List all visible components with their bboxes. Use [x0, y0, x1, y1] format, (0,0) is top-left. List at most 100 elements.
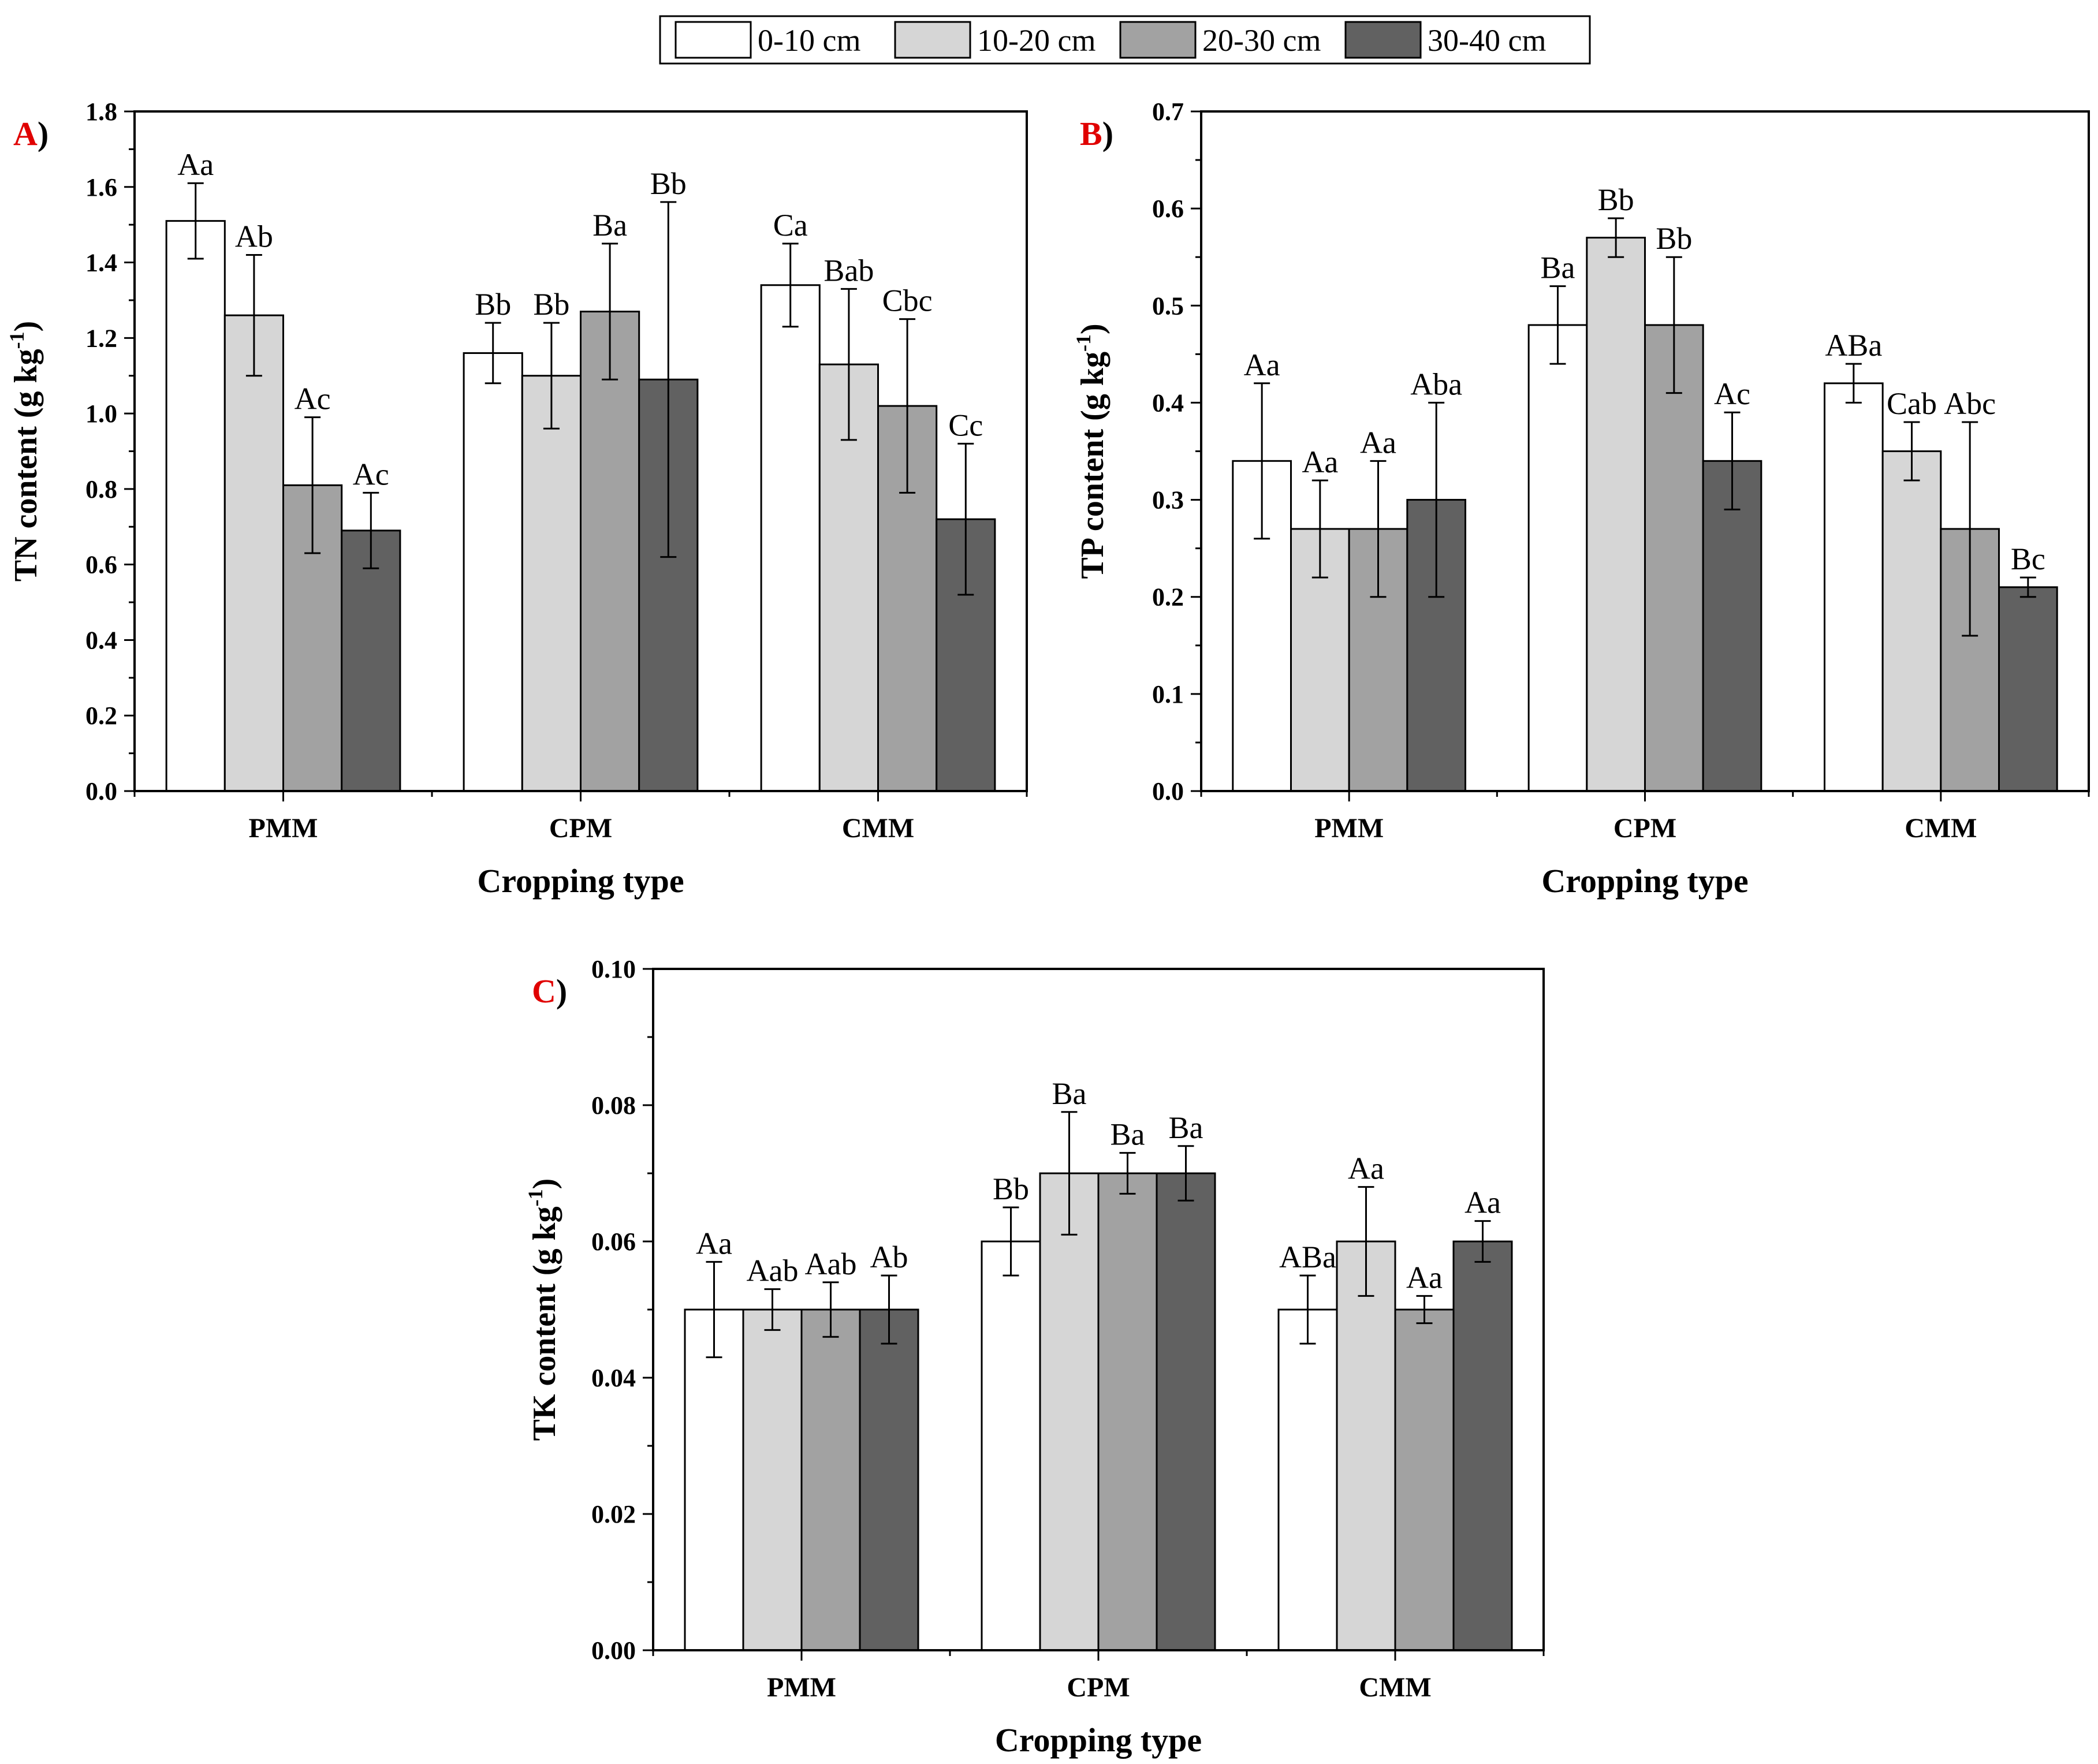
y-axis-title-main: TN content (g kg: [8, 349, 44, 581]
x-tick-label-cmm: CMM: [842, 813, 914, 844]
significance-label-p2-c0-s1: Aab: [747, 1254, 799, 1288]
significance-label-p0-c0-s0: Aa: [177, 147, 214, 182]
significance-label-p1-c0-s3: Aba: [1410, 367, 1462, 401]
panel-paren: ): [38, 115, 49, 152]
y-tick-label: 0.0: [1152, 777, 1184, 805]
legend-label-2: 10-20 cm: [977, 23, 1095, 58]
bar-cpm-series-4: [1702, 460, 1762, 792]
x-tick-label-cpm: CPM: [1613, 813, 1676, 844]
panel-letter: B: [1080, 115, 1102, 152]
x-tick-label-cmm: CMM: [1359, 1672, 1431, 1703]
y-tick-label: 1.2: [85, 324, 117, 352]
bar-pmm-series-2: [223, 314, 284, 792]
y-tick-label: 0.0: [85, 777, 117, 805]
bar-pmm-series-4: [341, 529, 401, 792]
bar-cmm-series-2: [1881, 450, 1942, 792]
y-tick-label: 0.1: [1152, 680, 1184, 708]
panel-label: C): [532, 972, 567, 1010]
x-axis-title: Cropping type: [1541, 862, 1748, 900]
significance-label-p0-c1-s0: Bb: [475, 287, 511, 322]
significance-label-p2-c0-s0: Aa: [696, 1226, 732, 1260]
significance-label-p0-c2-s1: Bab: [823, 253, 874, 288]
y-tick-label: 0.2: [1152, 583, 1184, 611]
y-axis-title-close: ): [1075, 323, 1111, 334]
significance-label-p1-c1-s3: Ac: [1714, 376, 1750, 411]
legend-label-4: 30-40 cm: [1428, 23, 1546, 58]
legend-swatch-3: [1119, 21, 1197, 59]
significance-label-p1-c2-s0: ABa: [1825, 328, 1882, 363]
bar-cpm-series-3: [1097, 1172, 1158, 1651]
y-tick-label: 0.4: [1152, 389, 1184, 417]
significance-label-p0-c2-s2: Cbc: [882, 284, 933, 318]
significance-label-p0-c1-s2: Ba: [592, 208, 627, 243]
panel-c-tk-chart: Aa Bb ABa Aab Ba Aa Aab Ba Aa Ab Ba Aa 0.00 0.02 0.04 0…: [524, 955, 1545, 1759]
bar-pmm-series-1: [165, 220, 226, 792]
y-axis-title-main: TK content (g kg: [527, 1206, 562, 1441]
y-axis-title: TP content (g kg-1): [1072, 323, 1111, 579]
panel-b-tp-chart: Aa Ba ABa Aa Bb Cab Aa Bb Abc Aba Ac Bc 0.0 0.1 0.2 0.3…: [1072, 98, 2090, 900]
bar-cmm-series-3: [1394, 1308, 1455, 1651]
x-tick-label-cpm: CPM: [549, 813, 612, 844]
bar-cpm-series-3: [580, 311, 640, 792]
y-axis-title-superscript: -1: [5, 331, 28, 349]
x-axis-title: Cropping type: [477, 862, 684, 900]
y-tick-label: 0.08: [591, 1091, 636, 1120]
bar-pmm-series-1: [684, 1308, 744, 1651]
x-tick-label-cpm: CPM: [1067, 1672, 1130, 1703]
y-axis-title-close: ): [527, 1179, 562, 1189]
bar-pmm-series-2: [742, 1308, 803, 1651]
bar-cpm-series-1: [463, 352, 523, 792]
significance-label-p2-c1-s3: Ba: [1169, 1110, 1203, 1145]
significance-label-p0-c0-s3: Ac: [353, 457, 389, 491]
x-tick-label-pmm: PMM: [249, 813, 318, 844]
significance-label-p1-c0-s2: Aa: [1360, 425, 1396, 460]
significance-label-p1-c1-s0: Ba: [1540, 251, 1575, 285]
y-axis-title-main: TP content (g kg: [1075, 352, 1111, 579]
y-tick-label: 0.6: [1152, 195, 1184, 223]
y-tick-label: 0.7: [1152, 98, 1184, 126]
panel-letter: A: [13, 115, 38, 152]
bar-cpm-series-2: [1586, 237, 1646, 792]
legend-label-1: 0-10 cm: [758, 23, 860, 58]
significance-label-p0-c1-s3: Bb: [650, 166, 687, 201]
significance-label-p1-c2-s2: Abc: [1944, 386, 1996, 421]
legend-swatch-2: [894, 21, 971, 59]
bar-cpm-series-2: [521, 375, 582, 792]
legend-swatch-1: [675, 21, 752, 59]
y-tick-label: 0.02: [591, 1500, 636, 1528]
bar-cpm-series-3: [1644, 324, 1704, 792]
legend-swatch-4: [1344, 21, 1422, 59]
legend-label-3: 20-30 cm: [1202, 23, 1321, 58]
y-axis-title-superscript: -1: [524, 1189, 547, 1206]
panel-letter: C: [532, 972, 556, 1010]
bar-cmm-series-4: [1452, 1240, 1513, 1651]
y-tick-label: 0.2: [85, 702, 117, 730]
significance-label-p2-c2-s3: Aa: [1464, 1185, 1501, 1220]
significance-label-p0-c1-s1: Bb: [533, 287, 569, 322]
significance-label-p1-c2-s3: Bc: [2011, 542, 2045, 576]
panel-a-tn-chart: Aa Bb Ca Ab Bb Bab Ac Ba Cbc Ac Bb Cc 0.0 0.2 0.4 0.6 0.…: [5, 98, 1028, 900]
significance-label-p2-c0-s3: Ab: [870, 1240, 908, 1274]
y-tick-label: 0.4: [85, 626, 117, 654]
significance-label-p2-c2-s2: Aa: [1406, 1260, 1443, 1295]
bar-cpm-series-1: [1527, 324, 1588, 792]
significance-label-p2-c0-s2: Aab: [805, 1247, 857, 1281]
y-axis-title: TK content (g kg-1): [524, 1179, 562, 1441]
x-axis-title: Cropping type: [995, 1721, 1202, 1759]
y-axis-title-superscript: -1: [1072, 334, 1095, 352]
bar-cpm-series-2: [1039, 1172, 1100, 1651]
panel-paren: ): [556, 972, 567, 1010]
bar-cmm-series-1: [1277, 1308, 1338, 1651]
significance-label-p2-c2-s1: Aa: [1348, 1151, 1384, 1186]
significance-label-p1-c2-s1: Cab: [1887, 386, 1937, 421]
bar-cpm-series-1: [981, 1240, 1041, 1651]
y-tick-label: 1.6: [85, 173, 117, 202]
panel-paren: ): [1102, 115, 1113, 152]
y-axis-title-close: ): [8, 321, 44, 332]
bar-cmm-series-1: [1823, 382, 1884, 792]
significance-label-p0-c0-s2: Ac: [295, 382, 331, 416]
y-tick-label: 0.5: [1152, 292, 1184, 320]
bar-pmm-series-4: [859, 1308, 919, 1651]
bar-cmm-series-2: [1336, 1240, 1396, 1651]
